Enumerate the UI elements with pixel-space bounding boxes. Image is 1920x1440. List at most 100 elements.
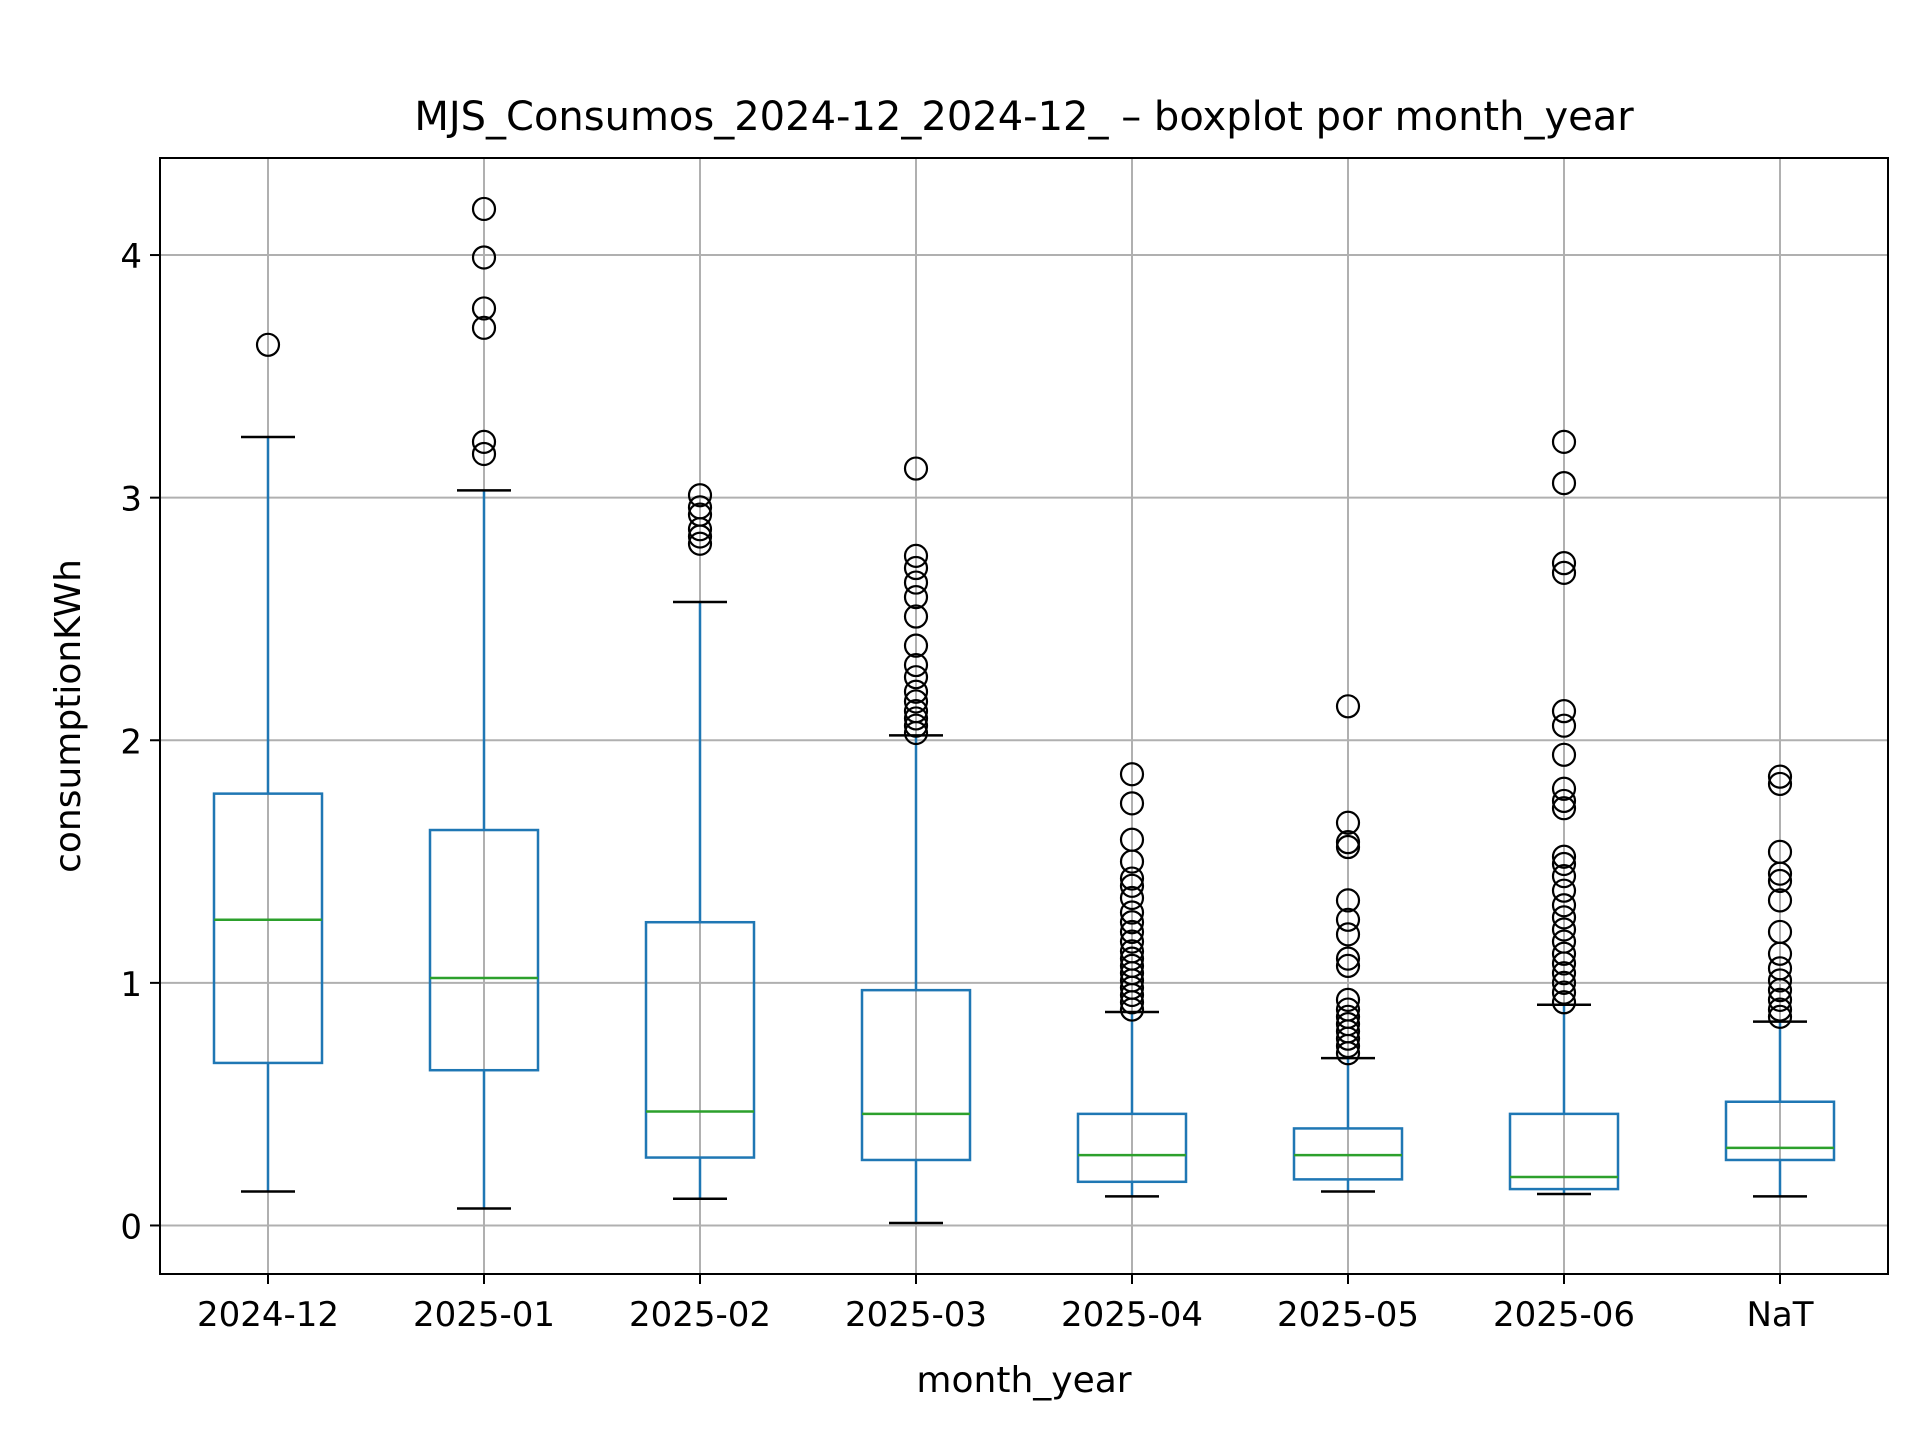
outlier-point xyxy=(1335,830,1361,855)
outlier-point xyxy=(1551,429,1577,454)
outlier-point xyxy=(1551,917,1577,942)
outlier-point xyxy=(1119,885,1145,911)
y-tick-label: 2 xyxy=(120,722,142,762)
outlier-point xyxy=(1551,893,1577,918)
iqr-box xyxy=(1508,1112,1620,1191)
box-group xyxy=(428,196,540,1210)
outlier-point xyxy=(471,315,497,340)
outlier-point xyxy=(1767,764,1793,789)
outlier-point xyxy=(471,429,497,454)
outlier-point xyxy=(1551,961,1577,986)
outlier-point xyxy=(1335,946,1361,971)
x-tick-label: 2025-02 xyxy=(629,1295,771,1335)
outlier-point xyxy=(1551,990,1577,1015)
outlier-point xyxy=(1767,956,1793,981)
y-tick-label: 0 xyxy=(120,1207,142,1247)
outlier-point xyxy=(1551,742,1577,767)
outlier-point xyxy=(1335,888,1361,913)
plot-frame xyxy=(159,157,1889,1275)
outlier-point xyxy=(1551,470,1577,496)
outlier-point xyxy=(1767,888,1793,913)
outlier-point xyxy=(1551,851,1577,877)
outlier-point xyxy=(1119,873,1145,898)
outlier-point xyxy=(1551,970,1577,995)
outlier-point xyxy=(1551,929,1577,954)
outlier-point xyxy=(1551,864,1577,889)
outlier-point xyxy=(903,665,929,690)
iqr-box xyxy=(1076,1112,1188,1184)
x-tick-label: 2025-05 xyxy=(1277,1295,1419,1335)
outlier-point xyxy=(471,245,497,270)
outlier-point xyxy=(903,555,929,581)
outlier-point xyxy=(1335,694,1361,719)
outlier-point xyxy=(1767,868,1793,894)
y-axis-label: consumptionKWh xyxy=(48,559,89,873)
outlier-point xyxy=(903,689,929,714)
outlier-point xyxy=(903,543,929,568)
outlier-point xyxy=(1119,939,1145,964)
x-tick-label: 2025-03 xyxy=(845,1295,987,1335)
outlier-point xyxy=(687,495,713,520)
outlier-point xyxy=(1551,941,1577,966)
outlier-point xyxy=(1335,810,1361,835)
outlier-point xyxy=(1551,551,1577,576)
iqr-box xyxy=(1724,1100,1836,1162)
box-group xyxy=(644,483,756,1201)
outlier-point xyxy=(1119,910,1145,935)
outlier-point xyxy=(471,441,497,467)
iqr-box xyxy=(212,792,324,1065)
outlier-point xyxy=(1551,699,1577,724)
outlier-point xyxy=(687,531,713,556)
outlier-point xyxy=(1767,987,1793,1012)
outlier-point xyxy=(1119,946,1145,971)
outlier-point xyxy=(1551,878,1577,903)
outlier-point xyxy=(903,652,929,678)
outlier-point xyxy=(1335,1012,1361,1037)
outlier-point xyxy=(903,570,929,595)
y-tick-label: 1 xyxy=(120,965,142,1005)
outlier-point xyxy=(903,706,929,731)
outlier-point xyxy=(1335,922,1361,947)
y-tick-label: 4 xyxy=(120,237,142,277)
box-group xyxy=(1076,762,1188,1198)
outlier-point xyxy=(903,604,929,629)
outlier-point xyxy=(1335,907,1361,932)
outlier-point xyxy=(1551,796,1577,821)
outlier-point xyxy=(687,483,713,508)
outlier-point xyxy=(1119,791,1145,816)
box-group xyxy=(1724,764,1836,1198)
y-tick-label: 3 xyxy=(120,480,142,520)
outlier-point xyxy=(1335,1004,1361,1029)
outlier-point xyxy=(1119,827,1145,852)
x-tick-label: 2025-06 xyxy=(1493,1295,1635,1335)
outlier-point xyxy=(1551,560,1577,585)
iqr-box xyxy=(428,828,540,1072)
outlier-point xyxy=(1767,968,1793,993)
outlier-point xyxy=(903,633,929,658)
outlier-point xyxy=(1119,919,1145,945)
outlier-point xyxy=(1551,776,1577,801)
outlier-point xyxy=(1335,987,1361,1012)
outlier-point xyxy=(1335,953,1361,978)
outlier-point xyxy=(687,502,713,527)
outlier-point xyxy=(1335,997,1361,1022)
outlier-point xyxy=(1767,771,1793,797)
outlier-point xyxy=(903,456,929,481)
outlier-point xyxy=(1767,919,1793,945)
box-group xyxy=(1292,694,1404,1193)
boxes xyxy=(212,196,1836,1225)
axis-ticks: 0 1 2 3 4 2024-12 2025-01 2025-02 2025-03 2025-04… xyxy=(120,237,1813,1335)
iqr-box xyxy=(644,920,756,1159)
outlier-point xyxy=(1119,953,1145,978)
box-group xyxy=(212,332,324,1193)
chart-title: MJS_Consumos_2024-12_2024-12_ – boxplot … xyxy=(414,94,1634,140)
outlier-point xyxy=(255,332,281,357)
outlier-point xyxy=(1119,866,1145,891)
outlier-point xyxy=(1767,997,1793,1022)
outlier-point xyxy=(903,585,929,610)
outlier-point xyxy=(1551,713,1577,738)
outlier-point xyxy=(1551,980,1577,1005)
box-group xyxy=(860,456,972,1225)
